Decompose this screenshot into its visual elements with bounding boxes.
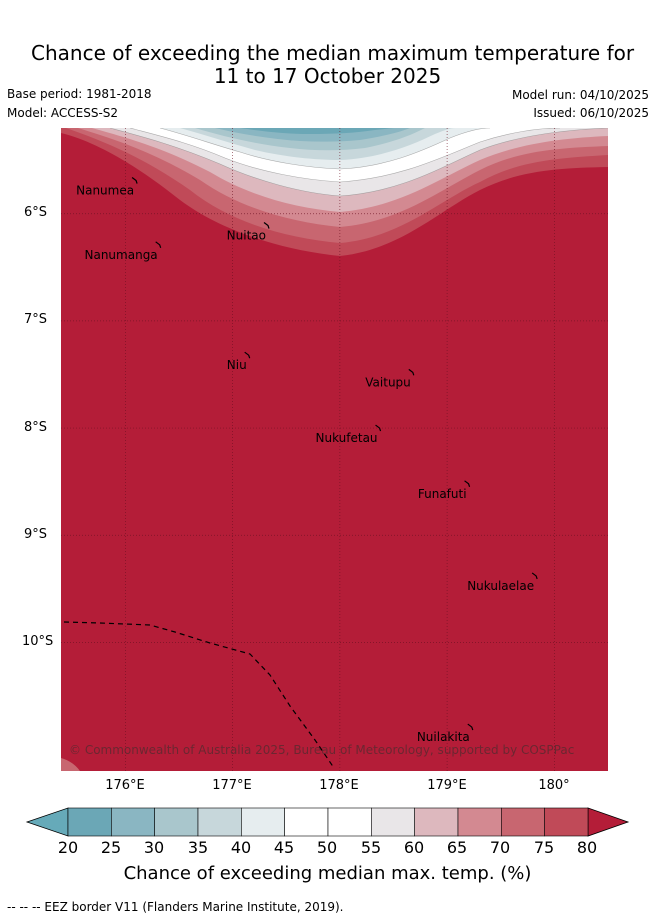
colorbar-tick: 75 (533, 838, 555, 857)
colorbar-tick: 50 (316, 838, 338, 857)
colorbar-tick: 30 (143, 838, 165, 857)
lat-tick-8s: 8°S (24, 420, 48, 435)
island-outline (464, 480, 471, 487)
colorbar-segment (327, 807, 372, 837)
base-period: Base period: 1981-2018 (7, 87, 152, 101)
lon-tick-178e: 178°E (319, 778, 359, 793)
colorbar-segment (284, 807, 329, 837)
island-outline (531, 572, 538, 580)
island-layer: Nanumea Nuitao Nanumanga Niu Vaitupu Nukufeta… (76, 177, 538, 744)
colorbar-tick: 20 (57, 838, 79, 857)
colorbar-segment (241, 807, 285, 837)
colorbar-tick: 80 (576, 838, 598, 857)
lon-tick-180: 180° (538, 778, 570, 793)
island-outline (155, 241, 162, 249)
island-label: Nuitao (227, 229, 266, 243)
island-outline (408, 368, 415, 376)
island-outline (131, 177, 138, 184)
colorbar-tick: 45 (273, 838, 295, 857)
map-title-line-2: 11 to 17 October 2025 (213, 64, 442, 88)
island-label: Funafuti (418, 487, 467, 501)
probability-field (61, 128, 608, 771)
colorbar-tick: 55 (360, 838, 382, 857)
island-label: Nuilakita (417, 730, 470, 744)
graticule (61, 128, 608, 771)
island-outline (244, 351, 251, 359)
model-name: Model: ACCESS-S2 (7, 106, 119, 120)
lon-tick-176e: 176°E (105, 778, 145, 793)
colorbar-segment (371, 807, 415, 837)
lat-tick-9s: 9°S (24, 527, 48, 542)
lon-tick-177e: 177°E (212, 778, 252, 793)
colorbar-segment (457, 807, 502, 837)
island-outline (375, 424, 382, 432)
island-label: Nukulaelae (467, 579, 534, 593)
island-label: Vaitupu (365, 375, 411, 389)
island-label: Niu (227, 358, 247, 372)
lat-tick-7s: 7°S (24, 312, 48, 327)
colorbar-segment (197, 807, 242, 837)
colorbar-lower-arrow (25, 807, 69, 837)
colorbar-segment (67, 807, 112, 837)
island-label: Nanumanga (85, 248, 158, 262)
colorbar-segment (154, 807, 199, 837)
eez-legend: -- -- -- EEZ border V11 (Flanders Marine… (7, 900, 344, 914)
map-title-line-1: Chance of exceeding the median maximum t… (31, 41, 635, 65)
island-outline (467, 723, 474, 731)
colorbar-segment (501, 807, 545, 837)
colorbar-segment (111, 807, 155, 837)
lat-tick-10s: 10°S (22, 634, 54, 649)
colorbar-upper-arrow (587, 807, 630, 837)
island-outline (263, 222, 270, 229)
lon-tick-179e: 179°E (427, 778, 467, 793)
colorbar-segment (544, 807, 589, 837)
lat-tick-6s: 6°S (24, 205, 48, 220)
colorbar-tick: 40 (230, 838, 252, 857)
colorbar (25, 807, 630, 837)
model-run: Model run: 04/10/2025 (511, 88, 649, 102)
colorbar-label: Chance of exceeding median max. temp. (%… (123, 863, 532, 884)
colorbar-tick: 70 (489, 838, 511, 857)
colorbar-tick: 60 (403, 838, 425, 857)
colorbar-tick: 65 (446, 838, 468, 857)
colorbar-tick: 25 (100, 838, 122, 857)
colorbar-tick: 35 (187, 838, 209, 857)
colorbar-segment (414, 807, 459, 837)
copyright-notice: © Commonwealth of Australia 2025, Bureau… (69, 743, 574, 757)
issued-date: Issued: 06/10/2025 (533, 106, 649, 120)
island-label: Nukufetau (316, 431, 378, 445)
island-label: Nanumea (76, 184, 134, 198)
